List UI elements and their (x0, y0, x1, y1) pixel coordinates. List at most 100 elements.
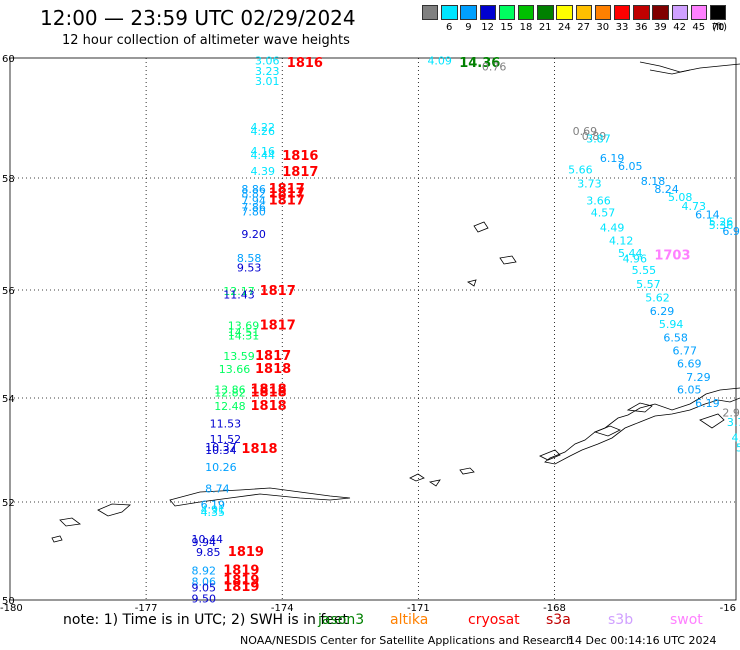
legend-swatch (441, 5, 458, 20)
legend-swatch (498, 5, 516, 20)
lon-tick-label: -171 (407, 603, 430, 614)
pass-time-label: 1818 (241, 442, 277, 457)
island-atka (459, 467, 475, 475)
wave-height-label: 5.94 (659, 318, 684, 331)
wave-height-label: 3.73 (577, 178, 602, 191)
pass-time-label: 1703 (654, 248, 690, 263)
lon-tick-label: -180 (0, 603, 23, 614)
island-attu (59, 517, 82, 527)
wave-height-label: 9.50 (192, 593, 217, 606)
wave-height-label: 8.06 (192, 575, 217, 588)
wave-height-label: 6.19 (695, 397, 720, 410)
legend-swatch (594, 5, 612, 20)
legend-swatch (710, 5, 727, 20)
wave-height-label: 8.82 (241, 188, 266, 201)
wave-height-label: 4.26 (250, 125, 274, 138)
pass-time-label: 1818 (255, 362, 291, 377)
wave-height-label: 4.16 (250, 145, 274, 158)
wave-height-label: 6.58 (663, 332, 688, 345)
wave-height-label: 5.57 (636, 278, 661, 291)
legend-label: 27 (577, 22, 590, 33)
wave-height-label: 7.94 (241, 194, 266, 207)
wave-height-label: 4.12 (609, 235, 634, 248)
coastline (51, 61, 740, 543)
wave-height-label: 4.91 (201, 503, 226, 516)
legend-swatch (422, 5, 439, 20)
pass-time-label: 1817 (260, 319, 296, 334)
wave-height-label: 4.73 (682, 200, 707, 213)
legend-swatch (671, 5, 688, 20)
legend-label: 30 (596, 22, 610, 33)
credit-line: NOAA/NESDIS Center for Satellite Applica… (240, 634, 574, 647)
timestamp: 14 Dec 00:14:16 UTC 2024 (568, 634, 717, 647)
legend-swatch (518, 5, 535, 20)
legend-swatch (479, 5, 496, 20)
pass-time-label: 1818 (250, 386, 286, 401)
pass-time-label: 1819 (228, 545, 264, 560)
legend-swatch (537, 5, 554, 20)
wave-height-label: 13.59 (223, 350, 255, 363)
wave-height-label: 12.82 (214, 387, 246, 400)
satellite-legend-jason3: jason3 (318, 612, 365, 628)
island-adak (428, 479, 441, 487)
wave-height-label: 14.36 (459, 56, 500, 71)
wave-height-label: 7.80 (241, 206, 266, 219)
legend-swatch (614, 5, 631, 20)
legend-swatch (556, 5, 573, 20)
wave-height-label: 6.14 (695, 208, 720, 221)
pass-time-label: 1817 (255, 349, 291, 364)
wave-height-label: 3.87 (586, 132, 611, 145)
island-andreanof (409, 473, 425, 482)
wave-height-label: 14.31 (228, 329, 259, 342)
island-pribilof-1 (473, 221, 489, 233)
map-frame (9, 57, 737, 601)
wave-height-label: 5.08 (668, 191, 693, 204)
island-umnak (539, 449, 561, 461)
wave-height-label: 4.57 (591, 207, 616, 220)
pass-time-label: 1818 (250, 382, 286, 397)
island-near (97, 503, 132, 517)
lon-tick-label: -168 (543, 603, 566, 614)
wave-height-label: 3.06 (255, 54, 280, 67)
wave-height-label: 4.35 (201, 506, 226, 519)
wave-height-label: 10.37 (205, 441, 237, 454)
pass-time-label: 1816 (282, 149, 318, 164)
wave-height-label: 6.05 (618, 160, 643, 173)
legend-swatch (633, 5, 650, 20)
wave-height-label: 6.05 (677, 383, 702, 396)
wave-height-label: 8.86 (241, 183, 266, 196)
satellite-legend-s3b: s3b (608, 612, 634, 628)
wave-height-label: 10.34 (205, 444, 237, 457)
wave-height-label: 0.76 (482, 60, 507, 73)
legend-swatch (575, 5, 592, 20)
wave-height-label: 13.66 (219, 363, 251, 376)
lat-tick-label: 52 (2, 498, 15, 509)
pass-time-label: 1817 (269, 187, 305, 202)
legend-label: 45 (692, 22, 706, 33)
pass-time-label: 1819 (223, 564, 259, 579)
wave-height-label: 4.44 (250, 149, 274, 162)
footer-note: note: 1) Time is in UTC; 2) SWH is in fe… (63, 612, 349, 628)
wave-height-label: 11.52 (210, 433, 242, 446)
graticule (9, 57, 737, 601)
wave-height-label: 3.23 (255, 65, 280, 78)
wave-height-label: 13.86 (214, 383, 246, 396)
legend-label: 36 (634, 22, 648, 33)
wave-height-label: 9.85 (196, 546, 221, 559)
wave-height-label: 2.95 (722, 407, 740, 420)
wave-height-label: 4.09 (427, 54, 452, 67)
lon-tick-label: -174 (271, 603, 294, 614)
wave-height-label: 6.29 (650, 305, 675, 318)
wave-height-label: 7.86 (241, 201, 266, 214)
observation-layer: 3.063.233.01 1816 4.09 14.360.76 4.224.26 4.1… (192, 54, 740, 605)
wave-height-label: 5.36 (709, 219, 734, 232)
nunivak-coast (639, 61, 740, 73)
lat-tick-label: 56 (2, 286, 15, 297)
wave-height-label: 3.7 (727, 416, 740, 429)
island-pribilof-2 (499, 255, 517, 265)
legend-label: 70 (711, 22, 725, 33)
wave-height-label: 9.94 (192, 536, 217, 549)
lat-tick-label: 50 (2, 596, 15, 607)
satellite-legend-altika: altika (390, 612, 429, 628)
